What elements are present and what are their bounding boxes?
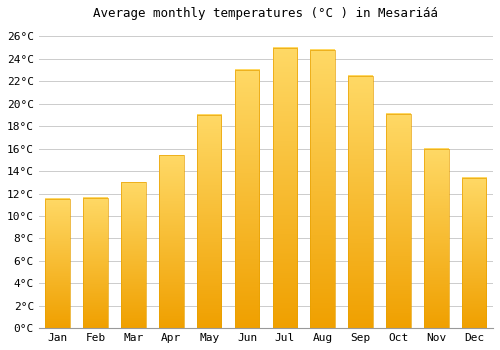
Bar (462, 178, 486, 328)
Bar (310, 50, 335, 328)
Bar (348, 76, 373, 328)
Bar (386, 114, 410, 328)
Bar (159, 155, 184, 328)
Bar (424, 149, 448, 328)
Bar (272, 48, 297, 328)
Bar (197, 115, 222, 328)
Bar (84, 198, 108, 328)
Bar (121, 182, 146, 328)
Bar (46, 199, 70, 328)
Title: Average monthly temperatures (°C ) in Mesariáá: Average monthly temperatures (°C ) in Me… (94, 7, 438, 20)
Bar (234, 70, 260, 328)
